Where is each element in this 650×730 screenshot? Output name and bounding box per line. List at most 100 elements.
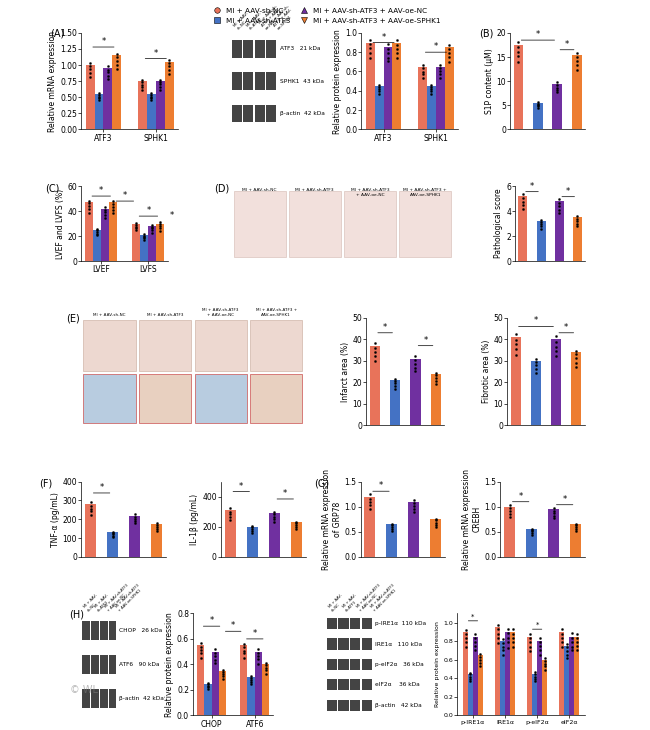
Point xyxy=(100,212,110,223)
Point xyxy=(107,531,118,543)
Bar xyxy=(100,621,108,639)
Y-axis label: LVEF and LVFS (%): LVEF and LVFS (%) xyxy=(55,188,64,258)
Point xyxy=(85,500,96,512)
Point xyxy=(239,645,249,657)
Text: *: * xyxy=(382,33,385,42)
Point xyxy=(261,660,271,672)
Point xyxy=(554,207,564,218)
Point xyxy=(146,87,157,99)
Point xyxy=(261,668,271,680)
Point xyxy=(511,328,521,339)
Point xyxy=(269,513,280,525)
Point xyxy=(431,517,441,529)
Point xyxy=(196,641,206,653)
Bar xyxy=(536,221,545,261)
Point xyxy=(552,82,562,93)
Bar xyxy=(100,655,108,674)
Bar xyxy=(250,320,302,372)
Text: *: * xyxy=(209,616,214,625)
Point xyxy=(554,197,564,209)
Bar xyxy=(83,655,90,674)
Point xyxy=(112,63,122,74)
Bar xyxy=(478,655,483,715)
Point xyxy=(387,520,397,532)
Point xyxy=(551,341,562,353)
Point xyxy=(431,519,441,531)
Point xyxy=(261,662,271,674)
Point xyxy=(436,65,446,77)
Point xyxy=(164,61,174,72)
Point xyxy=(572,220,582,232)
Point xyxy=(203,682,213,694)
Point xyxy=(92,230,103,242)
Point xyxy=(514,46,524,58)
Bar xyxy=(219,671,226,715)
Point xyxy=(507,628,517,639)
Point xyxy=(247,520,257,532)
Bar xyxy=(262,664,270,715)
Point xyxy=(436,68,446,80)
Point xyxy=(139,232,150,244)
Point xyxy=(562,641,572,653)
Point xyxy=(465,669,476,680)
Point xyxy=(552,84,562,96)
Bar xyxy=(533,103,543,129)
Point xyxy=(426,81,437,93)
Point xyxy=(470,641,480,653)
Point xyxy=(148,224,158,236)
Point xyxy=(261,657,271,669)
Point xyxy=(518,199,528,211)
Point xyxy=(239,652,249,664)
Bar xyxy=(569,637,574,715)
Point xyxy=(430,375,441,387)
Text: (B): (B) xyxy=(479,29,493,39)
Point xyxy=(571,629,582,640)
Bar xyxy=(344,191,396,258)
Point xyxy=(131,217,142,228)
Text: *: * xyxy=(530,182,534,191)
Point xyxy=(390,383,400,395)
Bar xyxy=(255,72,265,90)
Point xyxy=(254,647,264,658)
Point xyxy=(430,372,441,384)
Point xyxy=(100,210,110,221)
Point xyxy=(540,653,550,664)
Point xyxy=(387,518,397,529)
Point xyxy=(131,222,142,234)
Point xyxy=(217,668,228,680)
Point xyxy=(225,503,235,515)
Point xyxy=(246,672,256,684)
Bar xyxy=(339,679,349,691)
Point xyxy=(129,515,140,527)
Point xyxy=(493,631,503,643)
Bar xyxy=(129,515,140,557)
Point xyxy=(85,58,96,69)
Bar xyxy=(350,699,360,711)
Point xyxy=(129,518,140,529)
Point xyxy=(567,641,577,653)
Bar xyxy=(231,40,242,58)
Point xyxy=(112,47,122,59)
Bar xyxy=(473,637,478,715)
Point xyxy=(533,102,543,114)
Point xyxy=(246,670,256,682)
Point xyxy=(137,84,148,96)
Bar xyxy=(350,639,360,650)
Bar xyxy=(194,374,247,423)
Point xyxy=(534,645,545,656)
Point xyxy=(246,676,256,688)
Point xyxy=(365,493,375,504)
Point xyxy=(254,653,264,665)
Point xyxy=(497,649,508,661)
Point xyxy=(410,355,421,366)
Bar xyxy=(109,655,116,674)
Point xyxy=(387,523,397,534)
Bar xyxy=(91,655,99,674)
Point xyxy=(534,640,545,652)
Point xyxy=(470,632,480,644)
Point xyxy=(108,201,118,212)
Point xyxy=(567,632,577,644)
Point xyxy=(108,198,118,210)
Point xyxy=(164,58,174,69)
Bar xyxy=(393,42,402,129)
